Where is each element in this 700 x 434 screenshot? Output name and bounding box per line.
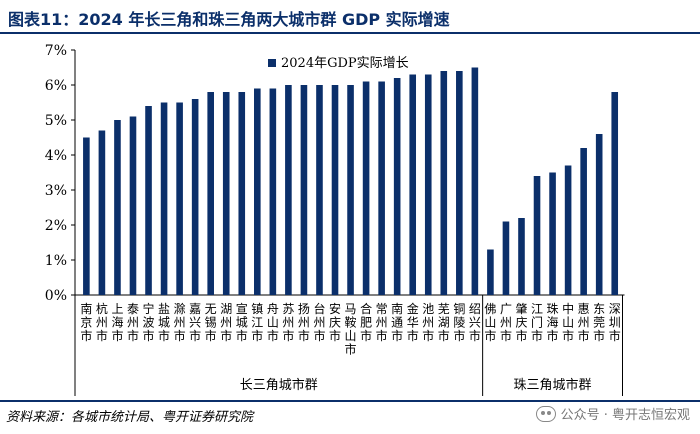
bar	[207, 92, 214, 295]
x-tick-label: 舟山市	[267, 302, 279, 343]
bar	[564, 165, 572, 295]
bar	[114, 120, 121, 295]
bar	[533, 176, 541, 295]
x-tick-label: 惠州市	[578, 302, 590, 343]
bar	[362, 81, 370, 295]
x-tick-label: 南通市	[391, 301, 403, 343]
bar	[440, 71, 448, 295]
legend-swatch	[268, 59, 276, 67]
y-tick-label: 4%	[45, 148, 67, 164]
x-tick-label: 泰州市	[127, 302, 139, 343]
x-tick-label: 盐城市	[158, 302, 170, 343]
bar	[502, 221, 510, 295]
x-tick-label: 东莞市	[593, 302, 605, 343]
bar	[222, 92, 230, 295]
source-note: 资料来源：各城市统计局、粤开证券研究院	[6, 410, 254, 425]
y-tick-label: 0%	[45, 288, 67, 304]
x-tick-label: 深圳市	[609, 302, 621, 343]
x-tick-label: 中山市	[562, 301, 574, 343]
x-tick-label: 肇庆市	[515, 301, 527, 343]
wechat-icon	[535, 405, 556, 422]
x-tick-label: 杭州市	[96, 301, 108, 343]
x-tick-label: 金华市	[407, 301, 419, 343]
x-tick-label: 芜湖市	[438, 302, 450, 343]
legend-label: 2024年GDP实际增长	[281, 56, 409, 71]
y-tick-label: 5%	[45, 113, 67, 129]
bar	[424, 74, 432, 295]
x-tick-label: 佛山市	[484, 302, 496, 343]
bar	[347, 85, 354, 295]
title-rule	[0, 32, 700, 34]
y-tick-label: 3%	[45, 183, 67, 199]
footer-rule	[0, 400, 700, 402]
bar	[83, 137, 90, 295]
x-tick-label: 马鞍山市	[345, 302, 357, 357]
y-tick-label: 6%	[45, 78, 67, 94]
y-tick-label: 7%	[45, 43, 67, 59]
bar	[191, 99, 199, 295]
bar	[129, 116, 137, 295]
x-tick-label: 台州市	[313, 301, 325, 343]
x-tick-label: 常州市	[376, 302, 388, 343]
bar	[393, 78, 401, 295]
x-tick-label: 上海市	[111, 302, 123, 343]
bar	[331, 85, 339, 295]
bar	[456, 71, 463, 295]
bar	[98, 130, 106, 295]
bar	[269, 88, 277, 295]
x-tick-label: 安庆市	[329, 301, 341, 343]
x-tick-label: 苏州市	[282, 302, 294, 343]
x-tick-label: 江门市	[531, 302, 543, 343]
bar-chart: 0% 1% 2% 3% 4% 5% 6% 7% 南京市杭州市上海市泰州市宁波市盐城市滁州市嘉兴市…	[45, 43, 625, 396]
bar	[300, 85, 308, 295]
x-tick-label: 湖州市	[220, 301, 232, 343]
bar	[254, 88, 261, 295]
bar	[316, 85, 323, 295]
bar	[471, 67, 479, 295]
watermark: 公众号 · 粤开志恒宏观	[535, 404, 690, 423]
x-tick-label: 扬州市	[298, 301, 310, 343]
x-tick-label: 宣城市	[236, 301, 248, 343]
x-tick-label: 珠海市	[547, 302, 559, 343]
x-tick-label: 镇江市	[251, 302, 263, 343]
figure-title: 图表11：2024 年长三角和珠三角两大城市群 GDP 实际增速	[8, 10, 450, 29]
bar	[518, 218, 525, 295]
x-tick-label: 嘉兴市	[189, 302, 201, 343]
y-tick-label: 2%	[45, 218, 67, 234]
y-tick-label: 1%	[45, 253, 67, 269]
bar	[285, 85, 292, 295]
group-label: 珠三角城市群	[514, 377, 592, 393]
bar	[160, 102, 168, 295]
x-tick-label: 池州市	[422, 302, 434, 343]
bar	[580, 148, 587, 295]
group-label: 长三角城市群	[240, 377, 318, 393]
bar	[549, 172, 556, 295]
bar	[409, 74, 417, 295]
x-tick-label: 铜陵市	[453, 301, 465, 343]
x-tick-label: 广州市	[500, 302, 512, 343]
bar	[238, 92, 246, 295]
bar	[487, 249, 494, 295]
x-tick-label: 无锡市	[205, 302, 217, 343]
bar	[176, 102, 183, 295]
x-tick-label: 南京市	[80, 301, 92, 343]
watermark-text: 公众号 · 粤开志恒宏观	[560, 408, 690, 423]
bar	[595, 134, 603, 295]
x-tick-label: 宁波市	[143, 301, 155, 343]
bar	[378, 81, 385, 295]
x-tick-label: 绍兴市	[469, 302, 481, 343]
bar	[611, 92, 619, 295]
bar	[145, 106, 152, 295]
x-tick-label: 合肥市	[360, 301, 372, 343]
x-tick-label: 滁州市	[174, 301, 186, 343]
